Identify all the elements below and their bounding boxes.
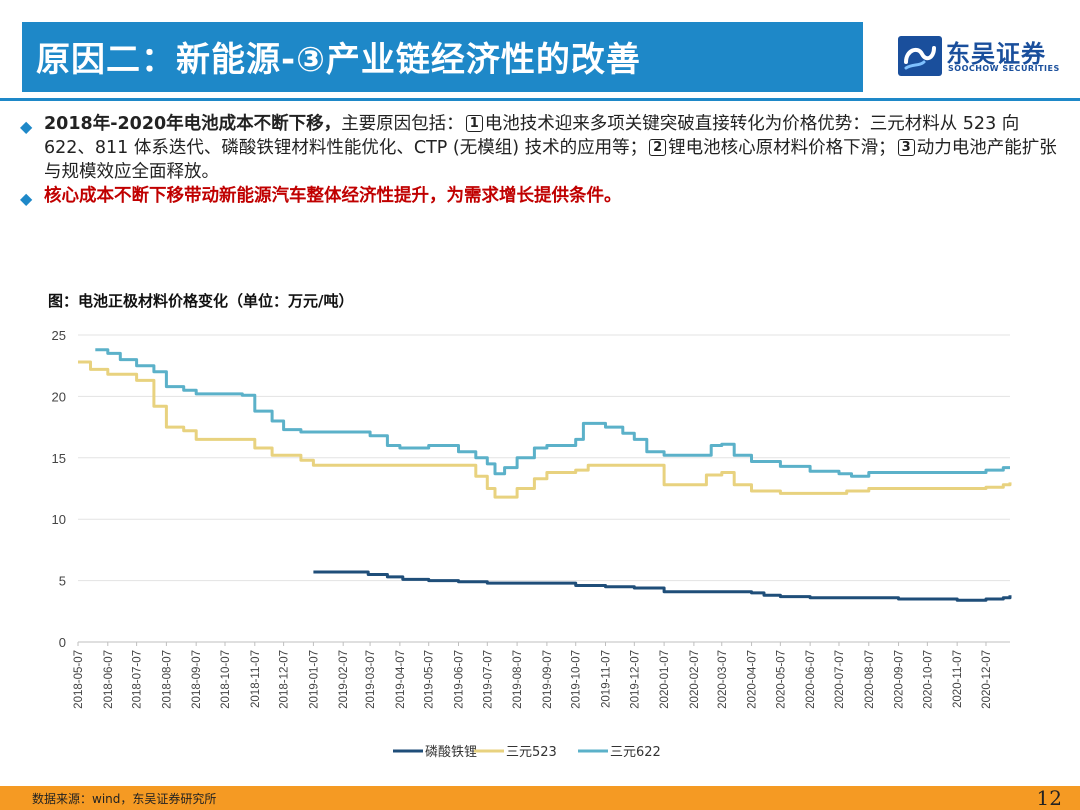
x-tick-label: 2019-10-07 xyxy=(571,650,583,709)
bullet-item-1: ◆ 2018年-2020年电池成本不断下移，主要原因包括： 1 电池技术迎来多项关键… xyxy=(18,112,1068,184)
x-tick-label: 2020-02-07 xyxy=(689,650,701,709)
x-tick-label: 2020-01-07 xyxy=(659,650,671,709)
x-tick-label: 2019-01-07 xyxy=(308,650,320,709)
x-tick-label: 2020-04-07 xyxy=(747,650,759,709)
y-tick-label: 15 xyxy=(52,451,66,466)
logo-chinese-text: 东吴证券 xyxy=(946,40,1046,68)
bullet-1-text-c: 锂电池核心原材料价格下滑； xyxy=(668,138,896,158)
legend-label-ncm523: 三元523 xyxy=(506,745,557,760)
x-tick-label: 2018-05-07 xyxy=(73,650,85,709)
soochow-logo-icon xyxy=(898,36,942,76)
x-tick-label: 2019-07-07 xyxy=(482,650,494,709)
chart-title: 图：电池正极材料价格变化（单位：万元/吨） xyxy=(48,292,354,310)
x-tick-label: 2019-12-07 xyxy=(629,650,641,709)
series-line-ncm523 xyxy=(78,360,1012,499)
bullet-1-strong: 2018年-2020年电池成本不断下移， xyxy=(44,114,342,134)
x-tick-label: 2020-09-07 xyxy=(894,650,906,709)
y-tick-label: 10 xyxy=(52,512,66,527)
diamond-bullet-icon: ◆ xyxy=(20,189,33,208)
x-tick-label: 2020-10-07 xyxy=(922,650,934,709)
x-tick-label: 2019-03-07 xyxy=(365,650,377,709)
x-tick-label: 2020-06-07 xyxy=(805,650,817,709)
x-tick-label: 2018-08-07 xyxy=(161,650,173,709)
x-tick-label: 2019-05-07 xyxy=(424,650,436,709)
title-bar: 原因二：新能源-③产业链经济性的改善 xyxy=(22,22,863,92)
y-tick-label: 25 xyxy=(52,328,66,343)
page-title: 原因二：新能源-③产业链经济性的改善 xyxy=(36,40,641,80)
x-tick-label: 2018-12-07 xyxy=(279,650,291,709)
x-tick-label: 2018-07-07 xyxy=(132,650,144,709)
x-tick-label: 2018-06-07 xyxy=(103,650,115,709)
header-divider xyxy=(0,98,1080,101)
data-source: 数据来源：wind，东吴证券研究所 xyxy=(32,792,217,806)
page-number: 12 xyxy=(1036,786,1062,810)
bullet-item-2: ◆ 核心成本不断下移带动新能源汽车整体经济性提升，为需求增长提供条件。 xyxy=(18,184,1068,208)
y-tick-label: 5 xyxy=(59,574,66,589)
x-tick-label: 2020-05-07 xyxy=(775,650,787,709)
x-tick-label: 2019-02-07 xyxy=(338,650,350,709)
x-tick-label: 2019-04-07 xyxy=(395,650,407,709)
footer-bar: 数据来源：wind，东吴证券研究所 12 xyxy=(0,786,1080,810)
x-tick-label: 2020-12-07 xyxy=(981,650,993,709)
x-tick-label: 2018-10-07 xyxy=(220,650,232,709)
number-box-3: 3 xyxy=(897,139,915,156)
bullet-2-text: 核心成本不断下移带动新能源汽车整体经济性提升，为需求增长提供条件。 xyxy=(44,186,622,206)
price-line-chart: 0 5 10 15 20 25 2018-05-07 2018-06-07 2018-07-07… xyxy=(52,328,1012,760)
legend-label-ncm622: 三元622 xyxy=(610,745,661,760)
x-tick-label: 2018-11-07 xyxy=(250,650,262,708)
diamond-bullet-icon: ◆ xyxy=(20,117,33,136)
x-tick-label: 2019-11-07 xyxy=(600,650,612,708)
number-box-2: 2 xyxy=(649,139,667,156)
bullet-1-text-a: 主要原因包括： xyxy=(341,114,464,134)
company-logo: 东吴证券 SOOCHOW SECURITIES xyxy=(898,34,1063,78)
x-tick-label: 2019-09-07 xyxy=(542,650,554,709)
x-tick-label: 2019-08-07 xyxy=(512,650,524,709)
x-tick-label: 2020-07-07 xyxy=(834,650,846,709)
y-tick-label: 0 xyxy=(59,635,66,650)
bullet-1-text-b: 电池技术迎来多项关键突破直接转化为价格优势：三元材料从 523 向 622、81… xyxy=(44,114,1020,158)
y-tick-label: 20 xyxy=(52,389,66,404)
x-tick-label: 2019-06-07 xyxy=(453,650,465,709)
x-tick-label: 2020-11-07 xyxy=(952,650,964,708)
x-tick-label: 2020-03-07 xyxy=(717,650,729,709)
logo-english-text: SOOCHOW SECURITIES xyxy=(948,64,1060,73)
bullet-1-text-d: 动力电池产能扩张与规模效应全面释放。 xyxy=(44,138,1057,182)
legend-label-lfp: 磷酸铁锂 xyxy=(425,745,477,760)
number-box-1: 1 xyxy=(465,115,483,132)
series-line-lfp xyxy=(313,570,1012,602)
bullet-list: ◆ 2018年-2020年电池成本不断下移，主要原因包括： 1 电池技术迎来多项关键… xyxy=(18,112,1068,208)
x-tick-label: 2020-08-07 xyxy=(864,650,876,709)
x-tick-label: 2018-09-07 xyxy=(191,650,203,709)
series-line-ncm622 xyxy=(95,348,1010,478)
